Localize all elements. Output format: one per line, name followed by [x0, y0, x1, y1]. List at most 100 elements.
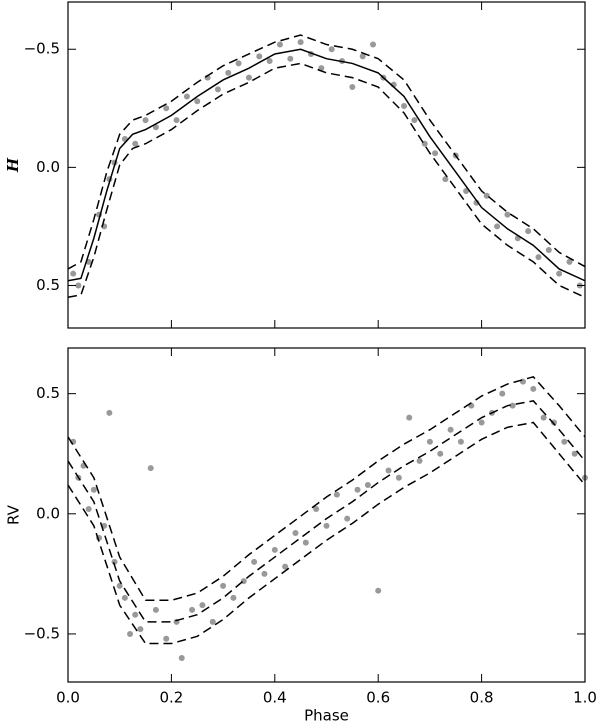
data-point — [328, 46, 335, 53]
data-point — [509, 402, 516, 409]
data-point — [411, 117, 418, 124]
y-tick-label: −0.5 — [24, 624, 60, 642]
data-point — [556, 270, 563, 277]
y-axis-label: H — [4, 157, 22, 173]
data-point — [261, 570, 268, 577]
data-point — [499, 390, 506, 397]
data-point — [416, 457, 423, 464]
x-tick-label: 0.2 — [159, 689, 183, 707]
data-point — [152, 606, 159, 613]
x-tick-label: 0.8 — [470, 689, 494, 707]
data-point — [333, 491, 340, 498]
data-point — [220, 582, 227, 589]
bound-curve — [67, 375, 586, 602]
data-point — [199, 602, 206, 609]
data-point — [349, 84, 356, 91]
data-point — [370, 41, 377, 48]
data-point — [432, 150, 439, 157]
y-tick-label: 0.0 — [36, 158, 60, 176]
data-point — [323, 522, 330, 529]
data-point — [121, 594, 128, 601]
data-point — [385, 467, 392, 474]
bound-curve — [67, 421, 586, 645]
data-point — [566, 258, 573, 265]
data-point — [354, 486, 361, 493]
data-point — [163, 105, 170, 112]
plot-frame — [67, 1, 586, 329]
data-point — [75, 282, 82, 289]
data-point — [147, 465, 154, 472]
data-point — [313, 505, 320, 512]
data-point — [550, 419, 557, 426]
data-point — [245, 74, 252, 81]
data-point — [344, 515, 351, 522]
data-point — [401, 102, 408, 109]
data-point — [152, 124, 159, 131]
y-tick-label: −0.5 — [24, 40, 60, 58]
data-point — [214, 86, 221, 93]
data-point — [235, 60, 242, 67]
data-point — [163, 635, 170, 642]
data-point — [478, 419, 485, 426]
data-point — [297, 39, 304, 46]
data-point — [530, 385, 537, 392]
x-tick-label: 0.4 — [263, 689, 287, 707]
data-point — [375, 587, 382, 594]
data-point — [426, 438, 433, 445]
data-point — [504, 211, 511, 218]
data-point — [395, 474, 402, 481]
bound-curve — [67, 34, 586, 270]
y-tick-label: 0.5 — [36, 384, 60, 402]
x-tick-label: 0.0 — [56, 689, 80, 707]
plot-frame — [67, 347, 586, 683]
y-tick-label: 0.5 — [36, 276, 60, 294]
x-tick-label: 0.6 — [366, 689, 390, 707]
bound-curve — [67, 62, 586, 299]
data-point — [90, 486, 97, 493]
data-point — [106, 409, 113, 416]
data-point — [571, 450, 578, 457]
data-point — [406, 414, 413, 421]
data-point — [178, 654, 185, 661]
data-point — [189, 606, 196, 613]
data-point — [561, 438, 568, 445]
data-point — [251, 558, 258, 565]
data-point — [173, 117, 180, 124]
data-point — [457, 438, 464, 445]
data-point — [256, 53, 263, 60]
data-point — [111, 558, 118, 565]
y-axis-label: RV — [5, 504, 23, 525]
data-point — [292, 530, 299, 537]
data-point — [282, 563, 289, 570]
data-point — [540, 414, 547, 421]
data-point — [364, 481, 371, 488]
data-point — [545, 247, 552, 254]
data-point — [85, 505, 92, 512]
data-point — [271, 546, 278, 553]
data-point — [194, 98, 201, 105]
data-point — [127, 630, 134, 637]
data-point — [230, 594, 237, 601]
data-point — [359, 53, 366, 60]
mean-curve — [67, 48, 586, 282]
data-point — [209, 618, 216, 625]
bound-curve — [67, 400, 586, 623]
data-point — [142, 117, 149, 124]
data-point — [437, 450, 444, 457]
x-axis-label: Phase — [304, 707, 349, 725]
data-point — [266, 58, 273, 65]
x-tick-label: 1.0 — [573, 689, 597, 707]
data-point — [225, 69, 232, 76]
data-point — [132, 611, 139, 618]
data-point — [302, 539, 309, 546]
data-point — [447, 426, 454, 433]
data-point — [287, 55, 294, 62]
data-point — [276, 41, 283, 48]
data-point — [137, 626, 144, 633]
data-point — [116, 582, 123, 589]
data-point — [494, 223, 501, 230]
data-point — [525, 228, 532, 235]
y-tick-label: 0.0 — [36, 504, 60, 522]
data-point — [442, 176, 449, 183]
